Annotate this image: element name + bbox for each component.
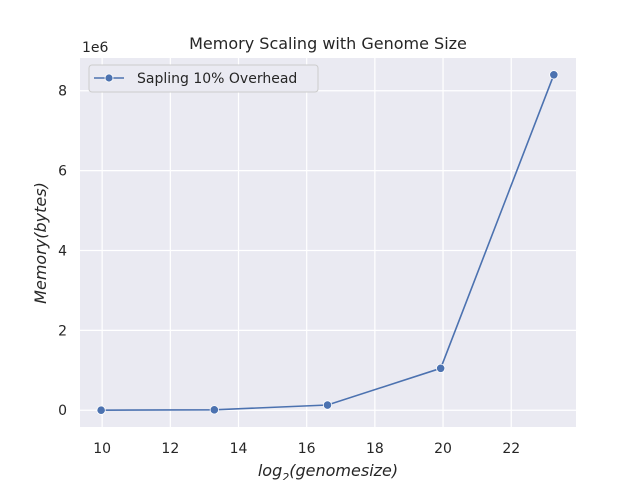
legend-marker-swatch — [104, 73, 114, 83]
legend-box — [88, 64, 319, 93]
chart-title: Memory Scaling with Genome Size — [189, 34, 467, 53]
x-tick-label: 10 — [93, 441, 111, 457]
y-tick-label: 4 — [58, 243, 67, 259]
y-axis-title: Memory(bytes) — [31, 182, 50, 304]
series-layer — [96, 70, 559, 415]
legend: Sapling 10% Overhead — [88, 64, 319, 93]
x-axis-title-subscript: 2 — [282, 471, 289, 480]
x-axis-title-rest: (genomesize) — [289, 461, 398, 480]
x-tick-label: 12 — [161, 441, 179, 457]
x-tick-label: 20 — [434, 441, 452, 457]
y-tick-label: 8 — [58, 84, 67, 100]
x-tick-label: 14 — [230, 441, 248, 457]
data-point — [209, 405, 219, 415]
x-axis-title-base: log — [258, 461, 282, 480]
y-tick-label: 6 — [58, 164, 67, 180]
plot-area — [80, 58, 576, 427]
x-tick-label: 18 — [366, 441, 384, 457]
y-axis-offset-label: 1e6 — [82, 40, 109, 56]
y-tick-label: 2 — [58, 323, 67, 339]
data-point — [549, 70, 559, 80]
y-axis-ticks: 0 2 4 6 8 — [58, 84, 67, 419]
data-point — [436, 363, 446, 373]
x-axis-title: log2(genomesize) — [258, 461, 398, 480]
x-tick-label: 22 — [502, 441, 520, 457]
y-tick-label: 0 — [58, 403, 67, 419]
data-point — [96, 405, 106, 415]
x-axis-ticks: 10 12 14 16 18 20 22 — [93, 441, 520, 457]
data-point — [322, 400, 333, 410]
legend-label-sapling: Sapling 10% Overhead — [137, 71, 297, 87]
x-tick-label: 16 — [298, 441, 316, 457]
